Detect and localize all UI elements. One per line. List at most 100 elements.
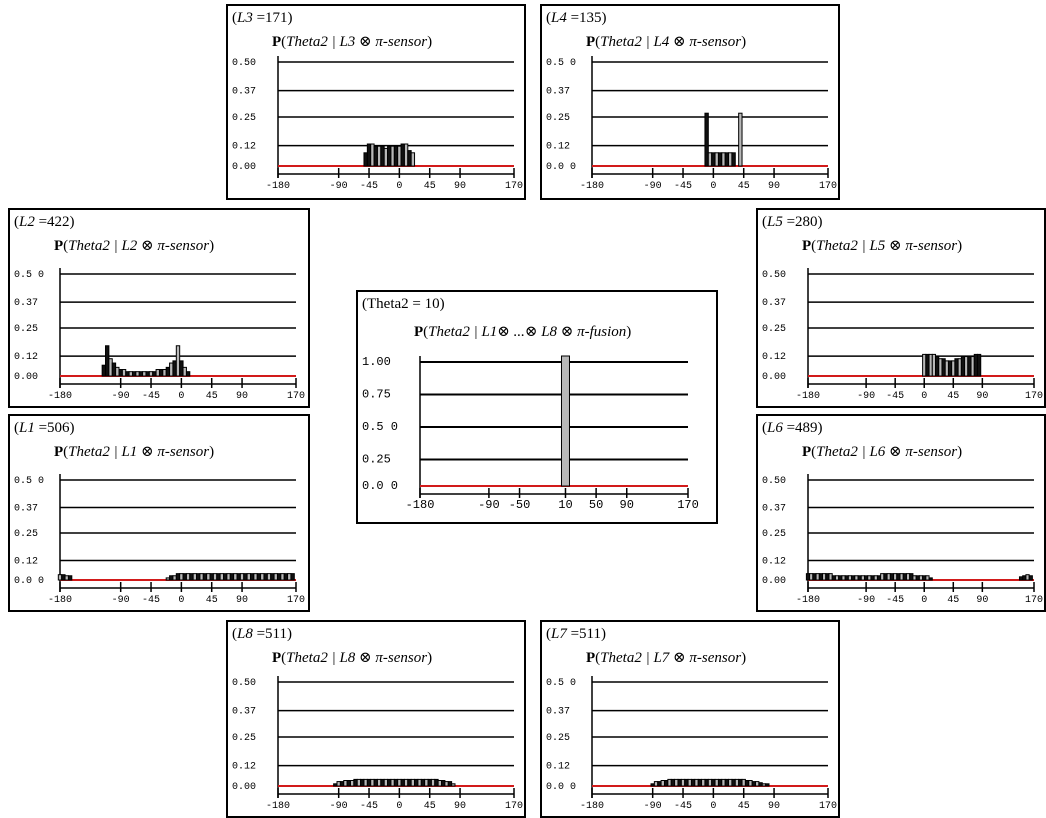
bar xyxy=(162,369,167,377)
y-tick-label: 0.00 xyxy=(14,372,38,383)
bar xyxy=(192,573,198,581)
bar xyxy=(755,781,760,787)
bar xyxy=(390,145,395,167)
bar xyxy=(444,781,449,787)
chart-panel-l8: (L8 =511) P(Theta2 | L8 ⊗ π-sensor) 0.50 0.… xyxy=(226,620,526,818)
bar xyxy=(226,573,231,581)
y-tick-label: 0.25 xyxy=(362,453,391,467)
x-tick-label: 45 xyxy=(947,595,959,606)
bar xyxy=(383,778,389,787)
bar xyxy=(687,778,692,787)
chart-svg-l1: (L1 =506) P(Theta2 | L1 ⊗ π-sensor) 0.5 0 0… xyxy=(14,420,305,606)
bar xyxy=(239,573,245,581)
y-tick-label: 0.0 0 xyxy=(546,162,576,173)
bar xyxy=(728,152,733,167)
bar xyxy=(223,573,228,581)
chart-panel-l5: (L5 =280) P(Theta2 | L5 ⊗ π-sensor) 0.50 0.… xyxy=(756,208,1046,408)
bar xyxy=(434,778,439,787)
x-tick-label: 90 xyxy=(976,595,988,606)
x-tick-label: -45 xyxy=(886,595,904,606)
chart-svg-l3: (L3 =171) P(Theta2 | L3 ⊗ π-sensor) 0.50 0.… xyxy=(232,10,523,192)
bar xyxy=(410,152,416,167)
y-tick-label: 0.50 xyxy=(232,58,256,69)
bar xyxy=(397,145,402,167)
chart-svg-l8: (L8 =511) P(Theta2 | L8 ⊗ π-sensor) 0.50 0.… xyxy=(232,626,523,812)
bar xyxy=(366,778,372,787)
x-tick-label: -90 xyxy=(478,498,500,512)
chart-label-title: (L1 =506) xyxy=(14,420,75,436)
x-tick-label: 45 xyxy=(206,391,218,402)
y-tick-label: 0.37 xyxy=(546,707,570,718)
y-tick-label: 0.12 xyxy=(14,557,38,568)
bar xyxy=(430,778,436,787)
bar xyxy=(711,778,716,787)
x-tick-label: 0 xyxy=(921,391,927,402)
chart-svg-l2: (L2 =422) P(Theta2 | L2 ⊗ π-sensor) 0.5 0 0… xyxy=(14,214,305,402)
y-tick-label: 0.50 xyxy=(762,476,786,487)
bar xyxy=(145,371,150,377)
chart-panel-l4: (L4 =135) P(Theta2 | L4 ⊗ π-sensor) 0.5 0 0… xyxy=(540,4,840,200)
y-tick-label: 0.12 xyxy=(762,352,786,363)
x-tick-label: 90 xyxy=(768,801,780,812)
bar xyxy=(424,778,429,787)
bar xyxy=(744,780,750,787)
y-tick-label: 0.75 xyxy=(362,388,391,402)
bar xyxy=(403,778,409,787)
x-tick-label: -45 xyxy=(142,391,160,402)
bar xyxy=(273,573,278,581)
y-tick-label: 0.37 xyxy=(14,298,38,309)
bar xyxy=(349,780,355,787)
bar xyxy=(407,778,412,787)
x-tick-label: -45 xyxy=(886,391,904,402)
bar xyxy=(393,778,399,787)
x-tick-label: 90 xyxy=(768,181,780,192)
bar xyxy=(339,781,345,787)
bar xyxy=(704,778,709,787)
bar xyxy=(115,366,120,377)
bar xyxy=(236,573,241,581)
bar xyxy=(209,573,214,581)
bar xyxy=(751,781,757,787)
x-tick-label: 0 xyxy=(178,595,184,606)
x-tick-label: -180 xyxy=(580,801,604,812)
y-tick-label: 0.25 xyxy=(14,529,38,540)
y-tick-label: 0.0 0 xyxy=(14,576,44,587)
bar xyxy=(212,573,218,581)
bar xyxy=(397,778,402,787)
x-tick-label: -180 xyxy=(406,498,435,512)
bar xyxy=(734,778,740,787)
x-tick-label: -50 xyxy=(509,498,531,512)
x-tick-label: 90 xyxy=(976,391,988,402)
x-tick-label: -90 xyxy=(644,181,662,192)
x-tick-label: 0 xyxy=(710,181,716,192)
bar xyxy=(363,152,368,167)
chart-label-title: (L4 =135) xyxy=(546,10,607,26)
y-tick-label: 1.00 xyxy=(362,355,391,369)
bar xyxy=(185,573,191,581)
chart-equation: P(Theta2 | L6 ⊗ π-sensor) xyxy=(802,444,962,460)
y-tick-label: 0.12 xyxy=(546,142,570,153)
bar xyxy=(427,778,432,787)
chart-panel-l2: (L2 =422) P(Theta2 | L2 ⊗ π-sensor) 0.5 0 0… xyxy=(8,208,310,408)
bar xyxy=(660,780,665,787)
bar xyxy=(447,781,453,787)
bar xyxy=(363,778,368,787)
x-tick-label: -90 xyxy=(330,181,348,192)
bar xyxy=(169,362,174,377)
bar xyxy=(707,152,713,167)
y-tick-label: 0.37 xyxy=(14,504,38,515)
chart-label-title: (L7 =511) xyxy=(546,626,606,642)
bar xyxy=(333,783,338,787)
bar xyxy=(175,345,181,377)
x-tick-label: -45 xyxy=(142,595,160,606)
bar xyxy=(135,371,140,377)
y-tick-label: 0.5 0 xyxy=(14,476,44,487)
x-tick-label: 170 xyxy=(505,181,523,192)
bar xyxy=(158,369,164,377)
bar xyxy=(128,371,133,377)
x-tick-label: -45 xyxy=(674,801,692,812)
bar xyxy=(731,778,736,787)
x-tick-label: 90 xyxy=(454,181,466,192)
bar xyxy=(370,778,375,787)
y-tick-label: 0.37 xyxy=(232,87,256,98)
